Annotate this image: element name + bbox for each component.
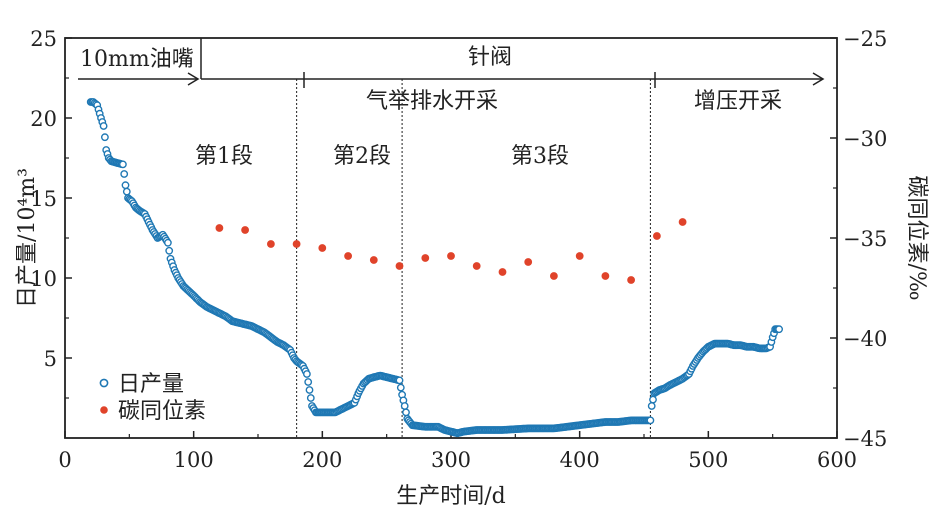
production-point-240 <box>395 376 404 385</box>
production-point-25 <box>119 160 127 169</box>
production-point-241 <box>396 383 405 392</box>
isotope-point-10 <box>472 262 481 270</box>
production-point-436 <box>647 402 656 410</box>
y-left-axis-title: 日产量/10⁴m³ <box>15 168 40 308</box>
isotope-point-18 <box>678 218 687 226</box>
x-tick-label-200: 200 <box>302 448 342 472</box>
production-point-437 <box>649 395 657 404</box>
needle-valve-arrow-head <box>812 72 825 86</box>
y-right-tick-label--30: −30 <box>843 127 887 151</box>
isotope-point-17 <box>653 232 661 240</box>
y-right-tick-label--45: −45 <box>843 427 887 451</box>
isotope-point-9 <box>447 252 455 260</box>
production-series <box>86 98 783 438</box>
production-point-170 <box>305 386 314 394</box>
isotope-point-8 <box>421 254 430 262</box>
choke-arrow-head <box>187 72 200 86</box>
isotope-point-12 <box>524 258 533 266</box>
production-point-171 <box>306 394 315 402</box>
y-right-tick-label--25: −25 <box>843 27 887 51</box>
y-left-tick-label-15: 15 <box>30 187 57 211</box>
production-point-244 <box>400 402 409 410</box>
isotope-point-3 <box>292 240 301 248</box>
y-left-tick-label-20: 20 <box>30 107 57 131</box>
y-left-tick-label-5: 5 <box>44 347 57 371</box>
annot-choke: 10mm油嘴 <box>80 47 194 72</box>
annotation-arrows <box>78 38 825 88</box>
annot-boost: 增压开采 <box>694 89 782 114</box>
y-right-tick-label--40: −40 <box>843 327 887 351</box>
y-right-axis-title: 碳同位素/‰ <box>904 176 929 301</box>
production-point-10 <box>99 122 108 130</box>
production-point-60 <box>163 238 172 247</box>
isotope-point-5 <box>344 252 352 260</box>
isotope-point-2 <box>267 240 275 248</box>
y-right-tick-label--35: −35 <box>843 227 887 251</box>
x-tick-label-400: 400 <box>560 448 600 472</box>
x-tick-label-600: 600 <box>817 448 857 472</box>
x-tick-label-0: 0 <box>58 448 71 472</box>
isotope-point-14 <box>575 252 584 260</box>
isotope-point-11 <box>498 268 507 276</box>
legend-isotope-marker <box>100 406 108 414</box>
annot-gas-lift: 气举排水开采 <box>366 89 498 114</box>
production-point-26 <box>120 170 129 178</box>
production-point-27 <box>121 181 130 190</box>
legend: 日产量 碳同位素 <box>99 372 206 424</box>
y-left-tick-label-25: 25 <box>30 27 57 51</box>
axis-ticks: 0 100 200 300 400 500 600 5 10 15 20 25 −45 −40 −35 −30… <box>30 27 887 472</box>
production-point-28 <box>122 187 131 196</box>
x-tick-label-100: 100 <box>174 448 214 472</box>
isotope-series <box>215 218 687 284</box>
isotope-point-15 <box>601 272 610 280</box>
annot-stage2: 第2段 <box>333 144 391 169</box>
x-tick-label-500: 500 <box>688 448 728 472</box>
annot-needle-valve: 针阀 <box>468 45 512 70</box>
production-point-61 <box>165 246 174 255</box>
annot-stage3: 第3段 <box>511 144 569 169</box>
isotope-point-6 <box>369 256 378 264</box>
legend-production-marker <box>99 378 109 388</box>
isotope-point-13 <box>550 272 558 280</box>
y-left-tick-label-10: 10 <box>30 267 57 291</box>
production-point-168 <box>302 370 311 378</box>
annot-stage1: 第1段 <box>195 144 253 169</box>
production-point-169 <box>304 378 313 386</box>
isotope-point-1 <box>241 226 250 234</box>
x-axis-title: 生产时间/d <box>396 484 506 509</box>
isotope-point-16 <box>627 276 635 284</box>
x-tick-label-300: 300 <box>431 448 471 472</box>
legend-isotope-label: 碳同位素 <box>118 399 206 424</box>
legend-production-label: 日产量 <box>118 372 184 397</box>
isotope-point-7 <box>395 262 404 270</box>
production-point-11 <box>101 133 109 142</box>
isotope-point-0 <box>215 224 224 232</box>
production-point-535 <box>775 325 783 334</box>
production-point-245 <box>402 408 410 417</box>
production-point-435 <box>646 416 655 425</box>
isotope-point-4 <box>318 244 327 252</box>
